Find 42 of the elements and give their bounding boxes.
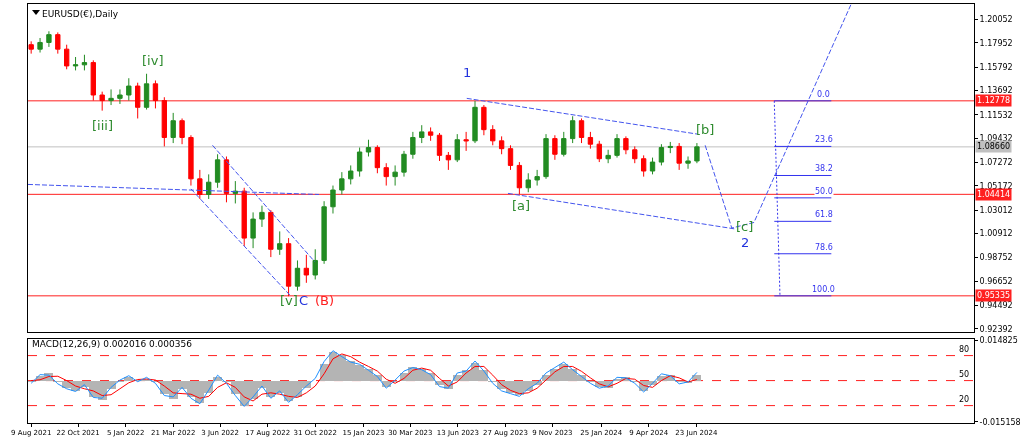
annotation: 2 bbox=[741, 235, 750, 250]
y-tick-label: 1.05172 bbox=[979, 181, 1013, 191]
y-tick-label: 1.20052 bbox=[979, 15, 1013, 25]
y-tick-label: 1.09432 bbox=[979, 134, 1013, 144]
text: EURUSD(€),Daily bbox=[42, 9, 119, 20]
ref-line-label: 1.04414 bbox=[977, 190, 1011, 199]
annotation: (B) bbox=[315, 293, 335, 308]
annotation: [c] bbox=[736, 219, 754, 234]
y-tick-label: -0.015158 bbox=[979, 417, 1021, 427]
ref-line-label: 0.95335 bbox=[977, 291, 1011, 300]
annotation: 20 bbox=[959, 395, 970, 404]
annotation: [iv] bbox=[142, 53, 164, 68]
annotation: 23.6 bbox=[815, 135, 833, 144]
annotation: C bbox=[299, 293, 309, 308]
y-tick-label: 1.07272 bbox=[979, 158, 1013, 168]
y-tick-label: 1.13692 bbox=[979, 86, 1013, 96]
y-tick-label: 1.00912 bbox=[979, 229, 1013, 239]
chart-title: MACD(12,26,9) 0.002016 0.000356 bbox=[32, 339, 193, 350]
annotation: 80 bbox=[959, 345, 970, 354]
annotation: 0.0 bbox=[817, 90, 830, 99]
ref-line-label: 1.08660 bbox=[977, 142, 1011, 151]
ref-line-label: 1.12778 bbox=[977, 96, 1011, 105]
annotation: [iii] bbox=[92, 118, 113, 133]
annotation: 100.0 bbox=[812, 285, 835, 294]
y-tick-label: 1.17952 bbox=[979, 38, 1013, 48]
y-tick-label: 1.03012 bbox=[979, 205, 1013, 215]
y-tick-label: 0.96652 bbox=[979, 276, 1013, 286]
y-tick-label: 0.014825 bbox=[979, 336, 1018, 346]
y-tick-label: 0.98752 bbox=[979, 253, 1013, 263]
annotation: 61.8 bbox=[815, 210, 833, 219]
annotation: [a] bbox=[512, 198, 531, 213]
y-tick-label: 0.92392 bbox=[979, 324, 1013, 334]
y-tick-label: 1.15792 bbox=[979, 62, 1013, 72]
y-tick-label: 0.94492 bbox=[979, 301, 1013, 311]
annotation: 38.2 bbox=[815, 164, 833, 173]
annotation: 50.0 bbox=[815, 187, 833, 196]
annotation: 50 bbox=[959, 370, 970, 379]
annotation: 1 bbox=[463, 65, 472, 80]
annotation: [v] bbox=[280, 293, 298, 308]
annotation: 78.6 bbox=[815, 243, 833, 252]
y-tick-label: 1.11532 bbox=[979, 110, 1013, 120]
annotation: [b] bbox=[696, 122, 715, 137]
